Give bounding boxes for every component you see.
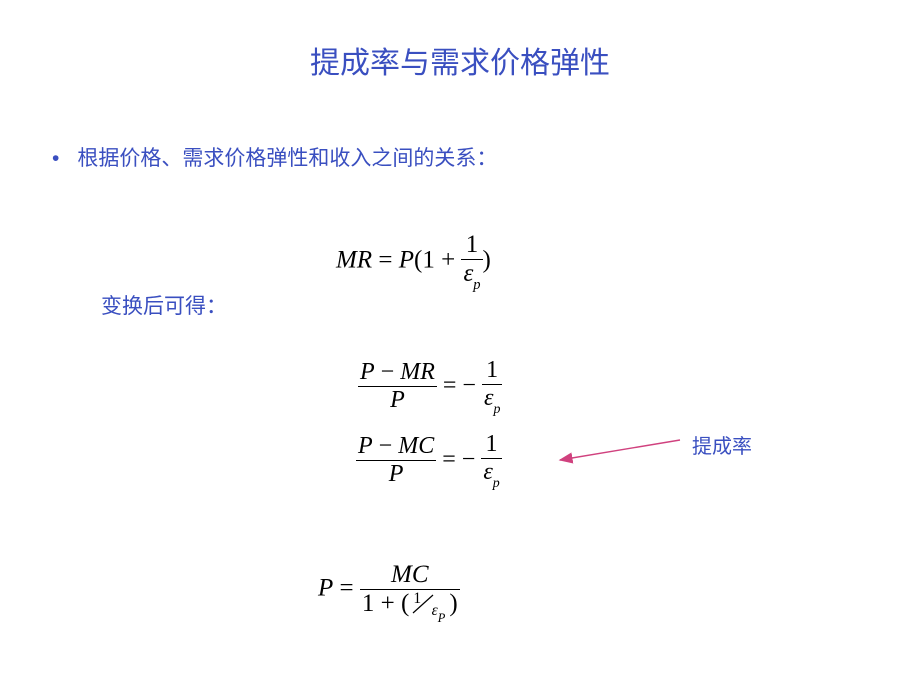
transform-label-text: 变换后可得： (101, 294, 227, 318)
eq1-sub: p (473, 277, 480, 293)
eq2-sub: p (493, 402, 500, 417)
eq2-rfrac: 1 εp (482, 358, 502, 416)
slide-title-text: 提成率与需求价格弹性 (310, 47, 610, 80)
eq3-P: P (358, 433, 373, 459)
eq1-lhs: MR (336, 246, 372, 273)
eq3-rden: εp (481, 460, 501, 489)
eq2-neg: − (462, 372, 482, 398)
eq3-sub: p (493, 476, 500, 491)
transform-label: 变换后可得： (101, 290, 227, 320)
equation-p: P = MC 1 + ( 1 εP ) (318, 562, 460, 618)
eq4-num: MC (389, 562, 431, 588)
eq1-frac-den: εp (461, 261, 482, 291)
eq4-lhs: P (318, 574, 333, 601)
equation-pmr: P − MR P = − 1 εp (358, 358, 502, 416)
bullet-dot-icon: • (52, 148, 59, 169)
eq2-lfrac: P − MR P (358, 360, 437, 413)
eq4-den-b: ) (449, 590, 457, 617)
equation-mr: MR = P(1 + 1εp) (336, 232, 491, 291)
eq4-eps-wrap: εP (432, 603, 446, 622)
slide-title: 提成率与需求价格弹性 (0, 38, 920, 82)
eq1-frac: 1εp (461, 232, 482, 291)
eq1-frac-num: 1 (464, 232, 481, 258)
eq1-eps: ε (463, 260, 473, 287)
arrow-line-icon (560, 440, 680, 460)
eq4-slashfrac: 1 εP (409, 595, 439, 617)
markup-rate-label: 提成率 (692, 430, 752, 459)
eq2-P: P (360, 359, 375, 385)
eq3-lnum: P − MC (356, 434, 436, 459)
eq2-eq: = (437, 372, 463, 398)
markup-rate-text: 提成率 (692, 436, 752, 458)
eq3-rfrac: 1εp (481, 432, 501, 490)
equation-pmc: P − MC P = − 1εp (356, 432, 502, 490)
eq3-minus: − (373, 433, 399, 459)
eq4-den: 1 + ( 1 εP ) (360, 591, 460, 617)
eq1-parenL: (1 (414, 246, 435, 273)
bullet-line: • 根据价格、需求价格弹性和收入之间的关系： (52, 142, 497, 172)
eq2-lnum: P − MR (358, 360, 437, 385)
eq4-den-a: 1 + ( (362, 590, 409, 617)
eq4-eq: = (333, 574, 360, 601)
eq4-frac: MC 1 + ( 1 εP ) (360, 562, 460, 618)
eq2-minus: − (375, 359, 401, 385)
eq3-rnum: 1 (484, 432, 500, 457)
eq3-eps: ε (483, 459, 492, 485)
eq3-eq: = (436, 446, 462, 472)
eq3-lden: P (387, 462, 406, 487)
eq4-eps: ε (432, 602, 438, 619)
eq1-plus: + (435, 246, 462, 273)
eq2-rden: εp (482, 386, 502, 415)
eq2-rnum: 1 (484, 358, 500, 383)
eq1-P: P (399, 246, 414, 273)
eq1-eq: = (372, 246, 399, 273)
eq1-parenR: ) (483, 246, 491, 273)
eq3-MC: MC (398, 433, 434, 459)
eq3-neg: − (462, 446, 482, 472)
annotation-arrow (0, 0, 920, 690)
eq4-sub: P (438, 611, 446, 625)
bullet-text: 根据价格、需求价格弹性和收入之间的关系： (77, 142, 497, 172)
eq2-lden: P (388, 388, 407, 413)
eq3-lfrac: P − MC P (356, 434, 436, 487)
eq2-MR: MR (400, 359, 435, 385)
